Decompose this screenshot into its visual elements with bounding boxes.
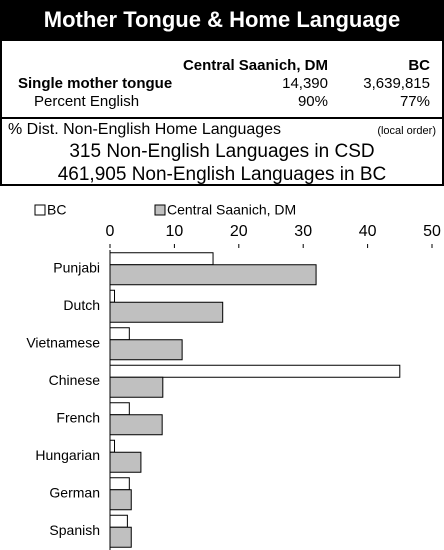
cell: 14,390 (282, 75, 328, 92)
x-tick-label: 50 (423, 223, 441, 240)
chart-title: % Dist. Non-English Home Languages (8, 121, 281, 138)
col-header: BC (408, 57, 430, 74)
legend-swatch (34, 204, 46, 216)
bar (109, 477, 130, 491)
col-header: Central Saanich, DM (183, 57, 328, 74)
y-tick-label: Chinese (49, 372, 101, 388)
bar (109, 526, 132, 548)
title: Mother Tongue & Home Language (44, 7, 400, 32)
bar (109, 339, 183, 361)
row-label: Single mother tongue (18, 75, 172, 92)
x-tick-label: 40 (359, 223, 377, 240)
y-tick-label: Spanish (49, 522, 100, 538)
subtitle: 315 Non-English Languages in CSD (69, 141, 374, 162)
bar (109, 327, 130, 341)
cell: 3,639,815 (363, 75, 430, 92)
chart-title-note: (local order) (377, 125, 436, 137)
bar (109, 252, 214, 266)
bar (109, 264, 317, 286)
bar (109, 364, 401, 378)
x-tick-label: 20 (230, 223, 248, 240)
y-tick-label: Punjabi (53, 259, 100, 275)
y-tick-label: Hungarian (35, 447, 100, 463)
title-bar (0, 0, 444, 40)
bar (109, 376, 164, 398)
y-tick-label: Dutch (63, 297, 100, 313)
cell: 77% (400, 93, 430, 110)
cell: 90% (298, 93, 328, 110)
bar (109, 301, 224, 323)
legend-label: BC (47, 202, 66, 218)
y-tick-label: German (49, 484, 100, 500)
bar (109, 489, 132, 511)
legend-label: Central Saanich, DM (167, 202, 296, 218)
y-tick-label: French (56, 409, 100, 425)
legend-swatch (154, 204, 166, 216)
row-label: Percent English (34, 93, 139, 110)
x-tick-label: 0 (106, 223, 115, 240)
x-tick-label: 30 (294, 223, 312, 240)
x-tick-label: 10 (166, 223, 184, 240)
bar (109, 402, 130, 416)
subtitle: 461,905 Non-English Languages in BC (58, 164, 387, 185)
y-tick-label: Vietnamese (26, 334, 100, 350)
bar (109, 439, 116, 453)
bar (109, 514, 128, 528)
bar (109, 289, 116, 303)
bar (109, 451, 142, 473)
bar (109, 414, 163, 436)
info-box (0, 39, 444, 186)
